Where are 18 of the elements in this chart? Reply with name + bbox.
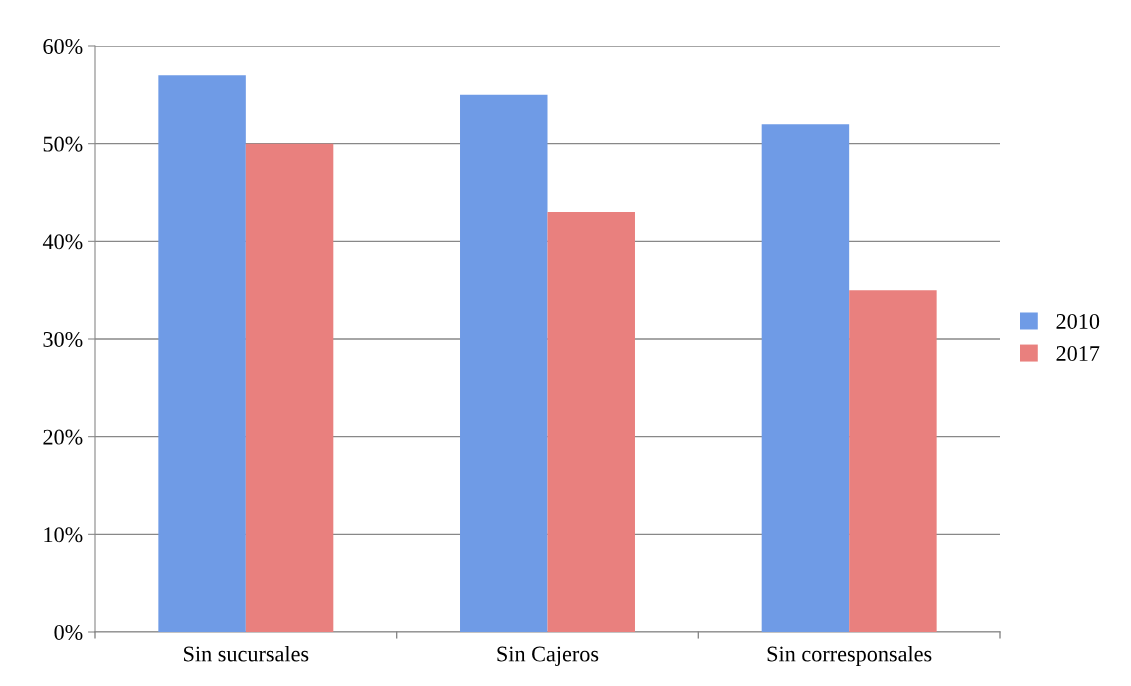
y-tick-label: 20% (43, 429, 83, 445)
y-tick-label: 0% (54, 624, 83, 640)
x-tick-label: Sin sucursales (184, 645, 309, 662)
legend-label: 2010 (1056, 313, 1100, 329)
y-tick-label: 40% (42, 234, 83, 250)
bar (245, 143, 334, 632)
x-tick-label: Sin Cajeros (497, 646, 599, 667)
x-tick-label: Sin corresponsales (767, 645, 932, 667)
y-tick-label: 60% (43, 38, 83, 54)
y-tick-label: 30% (43, 331, 83, 347)
bar (158, 75, 246, 632)
bar (761, 124, 850, 632)
bar (547, 212, 635, 632)
legend-label: 2017 (1056, 346, 1100, 361)
bar (460, 94, 548, 632)
y-tick-label: 10% (44, 527, 83, 543)
y-tick-label: 50% (43, 136, 83, 152)
bar (849, 290, 937, 632)
